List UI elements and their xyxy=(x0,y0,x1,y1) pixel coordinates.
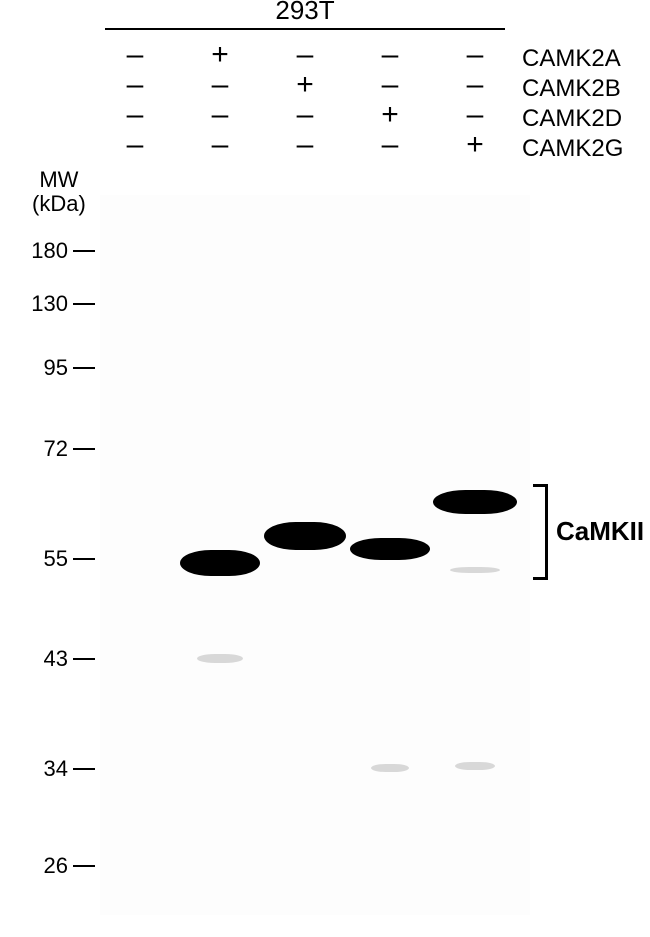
mw-tick-label: 26 xyxy=(28,853,68,879)
mw-tick-label: 72 xyxy=(28,436,68,462)
mw-tick-label: 34 xyxy=(28,756,68,782)
mw-tick-mark xyxy=(73,558,95,560)
western-band xyxy=(371,764,409,772)
treatment-positive: + xyxy=(190,43,250,67)
western-band xyxy=(180,550,260,576)
treatment-negative: – xyxy=(360,73,420,97)
treatment-negative: – xyxy=(275,43,335,67)
treatment-positive: + xyxy=(360,103,420,127)
western-band xyxy=(264,522,346,550)
treatment-negative: – xyxy=(445,103,505,127)
treatment-negative: – xyxy=(190,133,250,157)
treatment-negative: – xyxy=(445,43,505,67)
header-rule xyxy=(105,28,505,30)
mw-header-line1: MW xyxy=(39,167,78,192)
treatment-negative: – xyxy=(360,133,420,157)
mw-tick-mark xyxy=(73,303,95,305)
mw-header-line2: (kDa) xyxy=(32,191,86,216)
treatment-negative: – xyxy=(445,73,505,97)
mw-tick-label: 43 xyxy=(28,646,68,672)
western-band xyxy=(350,538,430,560)
mw-tick-mark xyxy=(73,658,95,660)
treatment-negative: – xyxy=(275,103,335,127)
treatment-row-label: CAMK2A xyxy=(522,45,621,73)
treatment-negative: – xyxy=(105,43,165,67)
mw-header: MW (kDa) xyxy=(32,168,86,216)
mw-tick-mark xyxy=(73,448,95,450)
blot-membrane xyxy=(100,195,530,915)
mw-tick-label: 95 xyxy=(28,355,68,381)
treatment-row-label: CAMK2D xyxy=(522,105,622,133)
bracket-vertical xyxy=(545,484,548,580)
treatment-negative: – xyxy=(275,133,335,157)
western-band xyxy=(197,654,243,663)
bracket-horizontal xyxy=(533,484,547,487)
western-band xyxy=(433,490,517,514)
treatment-negative: – xyxy=(190,73,250,97)
blot-figure: 293T –+–––CAMK2A––+––CAMK2B–––+–CAMK2D––… xyxy=(0,0,650,937)
treatment-positive: + xyxy=(275,73,335,97)
bracket-horizontal xyxy=(533,577,547,580)
mw-tick-label: 130 xyxy=(28,291,68,317)
treatment-negative: – xyxy=(105,73,165,97)
treatment-positive: + xyxy=(445,133,505,157)
treatment-negative: – xyxy=(105,133,165,157)
western-band xyxy=(455,762,495,770)
treatment-negative: – xyxy=(360,43,420,67)
cell-line-label: 293T xyxy=(255,0,355,26)
treatment-row-label: CAMK2G xyxy=(522,135,623,163)
mw-tick-label: 180 xyxy=(28,238,68,264)
treatment-row-label: CAMK2B xyxy=(522,75,621,103)
mw-tick-mark xyxy=(73,250,95,252)
treatment-negative: – xyxy=(105,103,165,127)
mw-tick-mark xyxy=(73,865,95,867)
western-band xyxy=(450,567,500,573)
target-label: CaMKII xyxy=(556,516,644,547)
mw-tick-mark xyxy=(73,768,95,770)
treatment-negative: – xyxy=(190,103,250,127)
mw-tick-label: 55 xyxy=(28,546,68,572)
mw-tick-mark xyxy=(73,367,95,369)
